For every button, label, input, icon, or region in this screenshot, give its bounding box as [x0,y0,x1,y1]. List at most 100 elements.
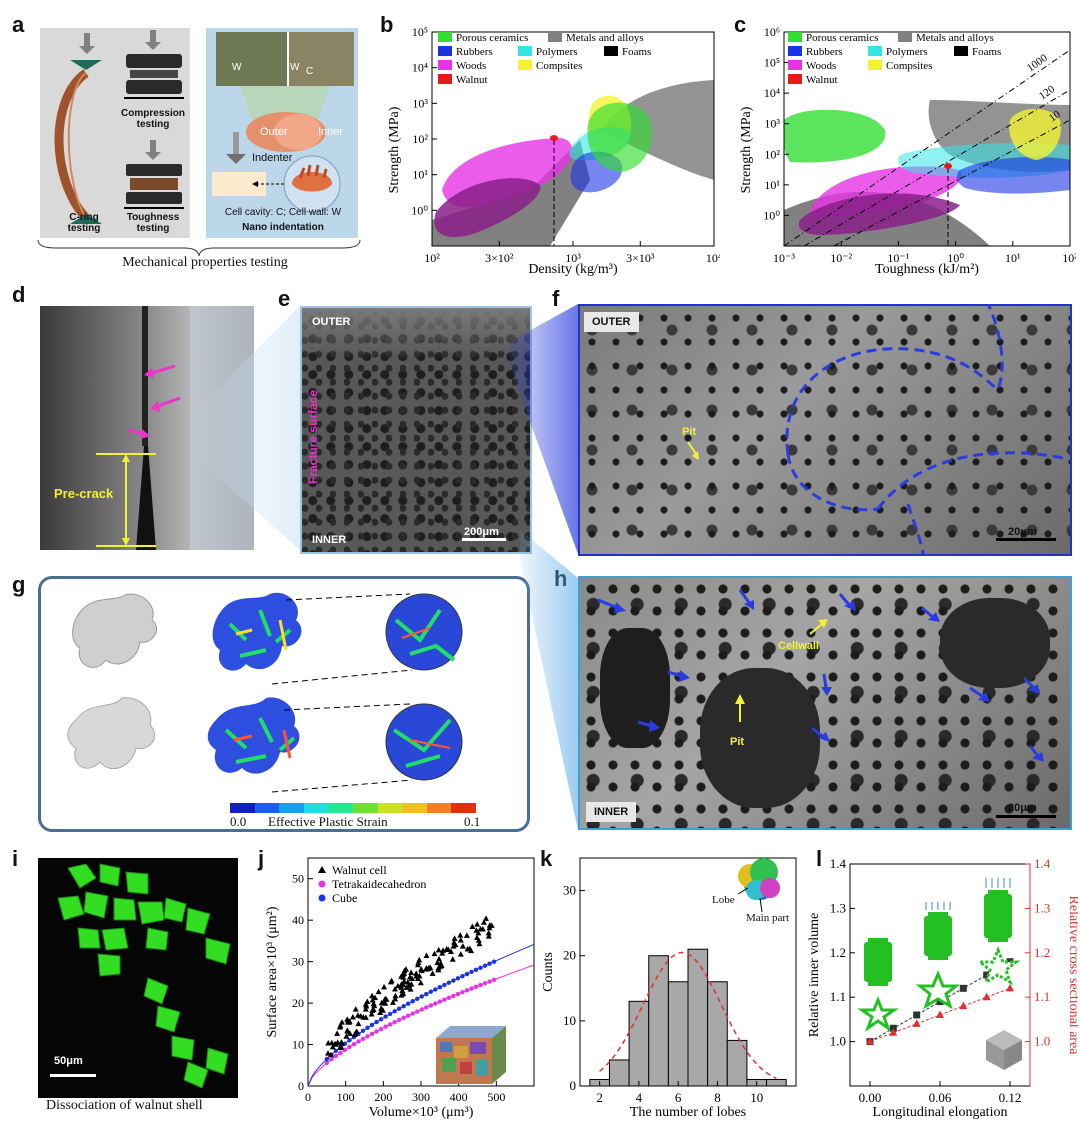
chart-c-ytick-label: 10⁰ [763,208,780,222]
chart-l-xtick-label: 0.06 [929,1090,952,1105]
chart-j-point [428,989,433,994]
c-ring-label: C-ring testing [67,212,101,234]
chart-k-xtick-label: 4 [636,1090,643,1105]
chart-j-point [451,993,456,999]
chart-j-point [424,991,429,997]
chart-j-walnut-point [457,951,464,957]
chart-j-walnut-point [368,1011,375,1017]
chart-j-walnut-point [431,950,438,957]
chart-j-point [365,1025,370,1031]
chart-c-legend-label: Rubbers [806,46,843,58]
chart-b-legend-swatch [438,32,452,42]
chart-b-legend-label: Metals and alloys [566,32,644,44]
chart-b-legend-label: Foams [622,46,651,58]
chart-j-walnut-point [375,988,382,995]
composites-region-c [1009,108,1061,160]
chart-l-xtick-label: 0.12 [999,1090,1022,1105]
chart-k-bar [707,981,728,1087]
chart-j-walnut-point [486,922,493,928]
h-pit-label: Pit [730,736,745,748]
panel-label-g: g [12,572,26,597]
chart-j-legend-marker [318,866,326,873]
chart-j-walnut-point [418,966,425,972]
chart-j-point [464,988,470,993]
i-scalebar [50,1074,96,1077]
chart-c-ytick-label: 10¹ [764,178,780,192]
chart-c-ytick-label: 10³ [764,117,780,131]
chart-j-walnut-point [334,1030,341,1036]
chart-c-ylabel: Strength (MPa) [739,106,754,193]
chart-c-legend-swatch [788,32,802,42]
chart-j-walnut-point [399,987,406,994]
strain-colorbar [230,803,476,813]
chart-c-legend-label: Compsites [886,60,932,72]
cell-models [67,592,463,793]
chart-c-xtick-label: 10⁻¹ [887,251,909,265]
l-star-models [857,878,1022,1070]
chart-j-point [378,1026,384,1032]
chart-j-point [415,996,420,1002]
panel-label-d: d [12,282,26,307]
chart-j-walnut-point [435,946,442,953]
chart-j-ytick-label: 30 [292,955,304,969]
precrack-label: Pre-crack [54,486,114,501]
chart-c-legend-swatch [954,46,968,56]
chart-c-xtick-label: 10² [1062,251,1076,265]
chart-j-walnut-point [476,940,483,947]
e-scale-text: 200μm [464,526,499,538]
chart-j-walnut-point [407,986,414,992]
chart-j-walnut-point [392,995,399,1002]
e-outer-label: OUTER [312,316,351,328]
chart-c-legend-label: Foams [972,46,1001,58]
chart-l-ytick-right-label: 1.3 [1034,900,1050,915]
nano-label: Nano indentation [242,222,324,233]
porous-region-c [784,109,886,163]
chart-b-xtick-label: 10² [424,251,440,265]
chart-j-point [369,1022,375,1028]
chart-j-point [405,1001,411,1006]
chart-j-point [428,1003,433,1008]
chart-l-xlabel: Longitudinal elongation [873,1105,1008,1120]
chart-j-point [451,978,456,983]
chart-j-walnut-point [369,996,376,1003]
chart-b-ytick-label: 10⁵ [412,25,428,39]
chart-j-point [482,981,488,986]
chart-j-point [442,997,447,1002]
chart-j-point [383,1024,388,1029]
chart-k-xlabel: The number of lobes [630,1105,746,1120]
chart-j-ytick-label: 10 [292,1038,304,1052]
chart-b-ylabel: Strength (MPa) [387,106,402,193]
chart-j-walnut-point [402,966,409,972]
chart-b-legend-label: Walnut [456,74,488,86]
chart-j-walnut-point [381,983,388,990]
chart-l-point-square [913,1011,921,1019]
chart-k-fit-curve [599,951,777,1080]
chart-j-walnut-point [408,969,415,976]
chart-b-legend-label: Woods [456,60,486,72]
chart-c-ytick-label: 10⁴ [764,86,780,100]
chart-c-xlabel: Toughness (kJ/m²) [875,262,979,277]
chart-j-walnut-point [392,992,399,999]
chart-j-point [396,1017,402,1023]
chart-c-legend-label: Polymers [886,46,928,58]
chart-l-xtick-label: 0.00 [859,1090,882,1105]
chart-l-ytick-label: 1.1 [830,989,846,1004]
chart-j-walnut-point [352,1006,359,1012]
micro-w2-label: W [290,62,300,73]
i-scale-text: 50μm [54,1055,83,1067]
chart-b-legend-label: Rubbers [456,46,493,58]
chart-k-ytick-label: 10 [563,1013,576,1028]
chart-k-ytick-label: 30 [563,883,576,898]
chart-k-ytick-label: 0 [570,1078,577,1093]
panel-label-k: k [540,846,553,871]
chart-k-xtick-label: 10 [750,1090,763,1105]
chart-j-walnut-point [332,1041,339,1047]
chart-j-point [387,1011,393,1017]
inner-label: Inner [318,126,344,138]
chart-j-walnut-point [370,1000,377,1007]
chart-j-walnut-point [457,932,464,938]
chart-j-walnut-point [416,956,423,963]
chart-j-walnut-point [451,935,458,941]
chart-c-legend-label: Walnut [806,74,838,86]
chart-j-point [437,999,443,1004]
